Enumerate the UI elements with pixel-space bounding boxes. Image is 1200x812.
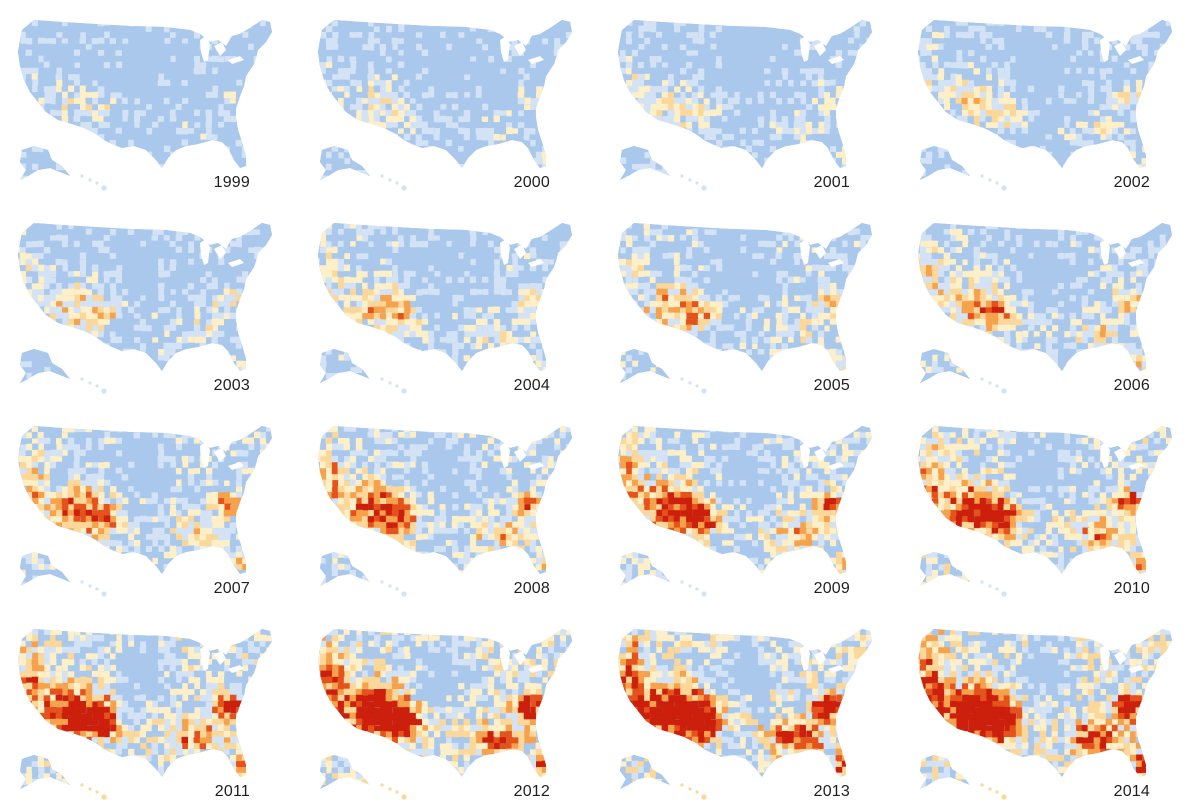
great-lakes (1100, 645, 1144, 673)
great-lakes (1100, 36, 1144, 64)
us-county-map (918, 20, 1172, 191)
map-panel: 2004 (300, 203, 600, 406)
year-label: 2003 (214, 378, 250, 394)
map-panel: 2011 (0, 609, 300, 812)
great-lakes (800, 239, 844, 267)
county-cells (18, 20, 272, 180)
hawaii-islands (380, 783, 407, 800)
map-panel: 2002 (900, 0, 1200, 203)
year-label: 2010 (1114, 581, 1150, 597)
hawaii-islands (980, 174, 1007, 191)
year-label: 2001 (814, 175, 850, 191)
us-county-map (318, 223, 572, 394)
great-lakes (800, 442, 844, 470)
year-label: 2006 (1114, 378, 1150, 394)
great-lakes (200, 645, 244, 673)
county-cells (18, 426, 272, 586)
map-panel: 2000 (300, 0, 600, 203)
year-label: 2014 (1114, 784, 1150, 800)
map-panel: 2014 (900, 609, 1200, 812)
us-county-map (18, 223, 272, 394)
county-cells (618, 629, 872, 789)
year-label: 2012 (514, 784, 550, 800)
great-lakes (800, 36, 844, 64)
county-cells (918, 629, 1172, 789)
great-lakes (1100, 442, 1144, 470)
us-county-map (18, 629, 272, 800)
great-lakes (500, 442, 544, 470)
year-label: 2004 (514, 378, 550, 394)
map-panel: 2013 (600, 609, 900, 812)
year-label: 2007 (214, 581, 250, 597)
hawaii-islands (680, 174, 707, 191)
great-lakes (200, 36, 244, 64)
hawaii-islands (980, 580, 1007, 597)
county-cells (18, 629, 272, 789)
hawaii-islands (380, 580, 407, 597)
great-lakes (500, 36, 544, 64)
us-county-map (318, 629, 572, 800)
hawaii-islands (980, 377, 1007, 394)
map-panel: 1999 (0, 0, 300, 203)
us-county-map (18, 426, 272, 597)
us-county-map (918, 426, 1172, 597)
hawaii-islands (680, 783, 707, 800)
county-cells (18, 223, 272, 383)
great-lakes (800, 645, 844, 673)
map-panel: 2003 (0, 203, 300, 406)
us-county-map (618, 223, 872, 394)
county-cells (618, 20, 872, 180)
county-cells (318, 629, 572, 789)
map-panel: 2008 (300, 406, 600, 609)
map-panel: 2006 (900, 203, 1200, 406)
year-label: 2013 (814, 784, 850, 800)
great-lakes (500, 239, 544, 267)
county-cells (618, 223, 872, 383)
county-cells (618, 426, 872, 586)
hawaii-islands (680, 580, 707, 597)
county-cells (918, 20, 1172, 180)
hawaii-islands (380, 377, 407, 394)
us-county-map (18, 20, 272, 191)
county-cells (318, 20, 572, 180)
year-label: 2008 (514, 581, 550, 597)
year-label: 2011 (215, 784, 250, 800)
year-label: 2000 (514, 175, 550, 191)
hawaii-islands (380, 174, 407, 191)
county-cells (318, 223, 572, 383)
us-county-map (318, 20, 572, 191)
year-label: 1999 (214, 175, 250, 191)
us-county-map (618, 426, 872, 597)
us-county-map (918, 629, 1172, 800)
us-county-map (618, 20, 872, 191)
hawaii-islands (980, 783, 1007, 800)
year-label: 2002 (1114, 175, 1150, 191)
map-panel: 2005 (600, 203, 900, 406)
hawaii-islands (680, 377, 707, 394)
us-county-map (618, 629, 872, 800)
great-lakes (200, 442, 244, 470)
map-panel: 2012 (300, 609, 600, 812)
great-lakes (1100, 239, 1144, 267)
great-lakes (500, 645, 544, 673)
year-label: 2009 (814, 581, 850, 597)
year-label: 2005 (814, 378, 850, 394)
great-lakes (200, 239, 244, 267)
hawaii-islands (80, 783, 107, 800)
county-cells (918, 223, 1172, 383)
map-panel: 2007 (0, 406, 300, 609)
map-panel: 2010 (900, 406, 1200, 609)
county-cells (318, 426, 572, 586)
us-county-map (918, 223, 1172, 394)
us-county-map (318, 426, 572, 597)
map-panel: 2009 (600, 406, 900, 609)
map-panel: 2001 (600, 0, 900, 203)
hawaii-islands (80, 377, 107, 394)
county-cells (918, 426, 1172, 586)
hawaii-islands (80, 174, 107, 191)
hawaii-islands (80, 580, 107, 597)
